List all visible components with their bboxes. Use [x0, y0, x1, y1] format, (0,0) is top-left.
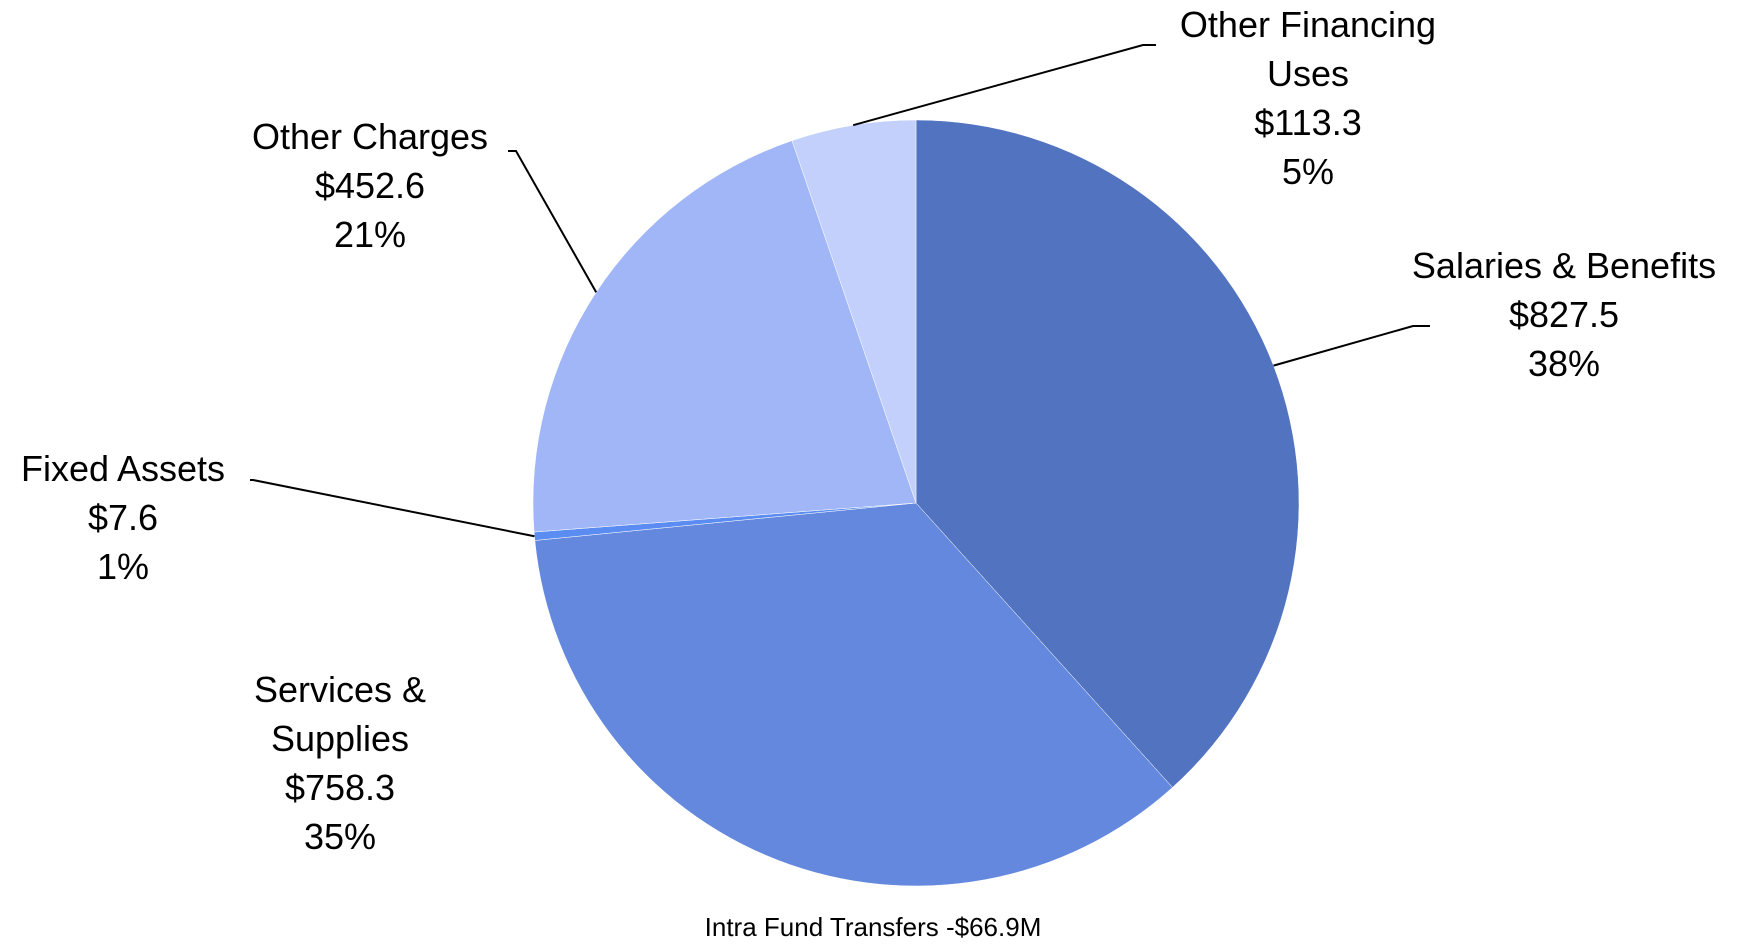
value-label: $452.6	[314, 165, 426, 206]
slice-label: Fixed Assets $7.6 1%	[0, 444, 273, 591]
category-label: Services & Supplies	[253, 669, 427, 759]
leader-line	[852, 44, 1156, 127]
leader-line	[250, 479, 535, 538]
leader-line	[508, 150, 598, 293]
slice-label: Services & Supplies $758.3 35%	[220, 665, 460, 861]
slice-label: Salaries & Benefits $827.5 38%	[1364, 241, 1747, 388]
percent-label: 5%	[1281, 151, 1335, 192]
percent-label: 1%	[96, 546, 150, 587]
category-label: Other Charges	[251, 116, 489, 157]
category-label: Salaries & Benefits	[1411, 245, 1717, 286]
pie-slice	[791, 119, 917, 504]
slice-label: Other Charges $452.6 21%	[210, 112, 530, 259]
percent-label: 35%	[303, 816, 377, 857]
value-label: $7.6	[87, 497, 159, 538]
pie-slice	[534, 502, 1173, 887]
value-label: $827.5	[1508, 294, 1620, 335]
value-label: $113.3	[1254, 102, 1362, 143]
category-label: Fixed Assets	[20, 448, 226, 489]
percent-label: 21%	[333, 214, 407, 255]
pie-slice	[532, 140, 917, 533]
pie-slice	[915, 119, 1300, 788]
percent-label: 38%	[1527, 343, 1601, 384]
value-label: $758.3	[284, 767, 396, 808]
footnote: Intra Fund Transfers -$66.9M	[704, 912, 1042, 942]
leader-line	[1273, 325, 1430, 367]
category-label: Other Financing Uses	[1179, 4, 1437, 94]
slice-label: Other Financing Uses $113.3 5%	[1148, 0, 1468, 196]
